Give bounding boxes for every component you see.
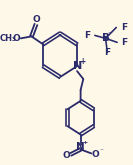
Text: F: F [104,48,110,57]
Text: N: N [73,61,83,71]
Text: F: F [84,31,90,40]
Text: CH₃: CH₃ [0,34,17,43]
Text: O: O [13,34,20,43]
Text: O: O [62,151,70,160]
Text: ⁻: ⁻ [99,146,103,155]
Text: F: F [121,23,127,32]
Text: F: F [122,38,128,47]
Text: O: O [92,150,100,159]
Text: ⁻: ⁻ [108,30,112,39]
Text: O: O [33,15,41,24]
Text: B: B [102,33,110,43]
Text: +: + [79,57,86,66]
Text: N: N [76,142,85,152]
Text: +: + [82,140,88,145]
